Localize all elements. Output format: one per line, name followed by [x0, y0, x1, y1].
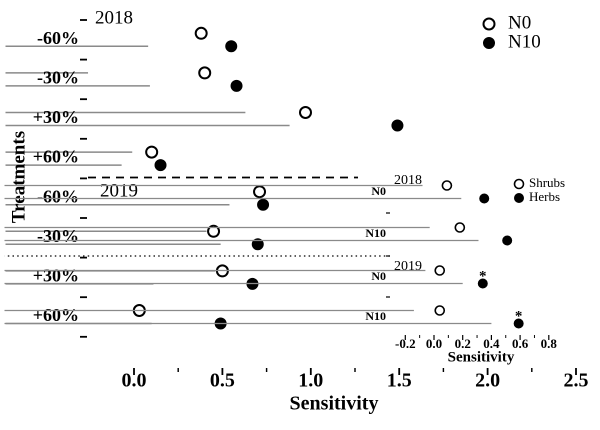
main-filled-marker [251, 238, 264, 251]
inset-year-label-2019: 2019 [394, 259, 422, 274]
inset-x-tick-label: -0.2 [395, 336, 416, 351]
main-filled-marker [230, 79, 243, 92]
main-x-tick-label: 0.0 [122, 370, 147, 392]
inset-row-label: N10 [365, 309, 386, 323]
main-row-label: -30% [37, 68, 79, 88]
main-row-label: -60% [37, 28, 79, 48]
significance-asterisk: * [515, 309, 523, 325]
main-open-marker [194, 26, 208, 40]
main-filled-marker [391, 119, 404, 132]
main-filled-marker [257, 198, 270, 211]
inset-open-marker [434, 305, 446, 316]
y-axis-title: Treatments [8, 131, 29, 223]
inset-open-marker [441, 180, 453, 191]
main-filled-marker [154, 159, 167, 172]
inset-filled-marker [513, 318, 524, 329]
inset-row-label: N0 [371, 184, 386, 198]
inset-x-tick-label: 0.6 [512, 336, 529, 351]
main-row-label: -60% [37, 186, 79, 206]
main-filled-marker [225, 40, 238, 53]
inset-open-marker [454, 222, 466, 233]
main-x-tick-label: 1.0 [298, 370, 323, 392]
inset-filled-marker [502, 235, 513, 246]
main-row-label: -30% [37, 226, 79, 246]
inset-legend-marker-Herbs [514, 193, 524, 203]
significance-asterisk: * [479, 269, 487, 285]
inset-x-tick-label: 0.8 [541, 336, 558, 351]
main-row-label: +30% [33, 266, 79, 286]
main-x-tick-label: 2.5 [564, 370, 589, 392]
main-open-marker [253, 185, 267, 199]
inset-plot: * * -0.2 0.0 0.2 0.4 0.6 0.8 N0 N10 N0 N10 2018 2019 S… [4, 173, 565, 365]
main-x-tick-label: 0.5 [210, 370, 235, 392]
inset-legend-label-Herbs: Herbs [529, 189, 560, 204]
main-x-axis-title: Sensitivity [290, 393, 379, 415]
inset-filled-marker [477, 278, 488, 289]
main-open-marker [198, 66, 212, 80]
main-x-tick-label: 2.0 [475, 370, 500, 392]
main-legend-marker-N10 [483, 37, 495, 49]
inset-open-marker [434, 265, 446, 276]
main-row-label: +60% [33, 305, 79, 325]
main-open-marker [207, 224, 221, 238]
main-legend-marker-N0 [482, 17, 496, 31]
inset-row-label: N10 [365, 226, 386, 240]
inset-x-tick-label: 0.4 [483, 336, 500, 351]
inset-filled-marker [479, 193, 490, 204]
main-x-tick-label: 1.5 [387, 370, 412, 392]
main-year-label-2018: 2018 [95, 7, 133, 28]
main-row-label: +30% [33, 107, 79, 127]
main-open-marker [298, 106, 312, 119]
inset-row-label: N0 [371, 269, 386, 283]
main-open-marker [145, 145, 159, 159]
inset-year-label-2018: 2018 [394, 173, 422, 188]
inset-x-tick-label: 0.0 [426, 336, 442, 351]
inset-legend-label-Shrubs: Shrubs [529, 175, 565, 190]
main-legend-label-N0: N0 [508, 12, 531, 33]
inset-legend-marker-Shrubs [513, 178, 525, 190]
main-legend-label-N10: N10 [508, 31, 541, 52]
inset-x-tick-label: 0.2 [455, 336, 471, 351]
inset-x-axis-title: Sensitivity [448, 349, 515, 365]
main-row-label: +60% [33, 147, 79, 167]
